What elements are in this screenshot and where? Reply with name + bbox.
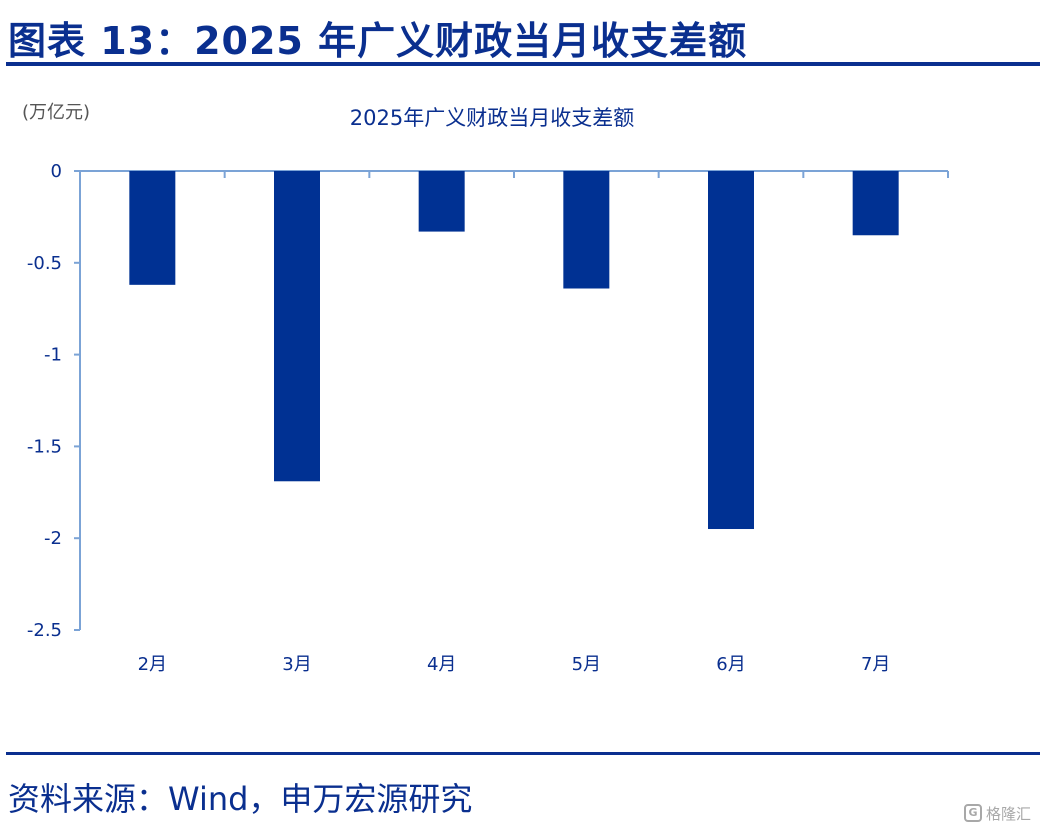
bar-chart: (万亿元) 2025年广义财政当月收支差额 0-0.5-1-1.5-2-2.5 … xyxy=(22,102,949,675)
unit-label: (万亿元) xyxy=(22,102,90,123)
y-tick-label: -2 xyxy=(44,528,62,549)
bar-1 xyxy=(129,171,176,285)
title-rule xyxy=(6,62,1040,66)
y-tick-label: -2.5 xyxy=(27,620,62,641)
source-note: 资料来源：Wind，申万宏源研究 xyxy=(8,780,473,818)
bar-6 xyxy=(852,171,899,236)
footer-rule xyxy=(6,752,1040,755)
watermark-text: 格隆汇 xyxy=(986,804,1032,823)
figure-title: 图表 13：2025 年广义财政当月收支差额 xyxy=(8,19,748,63)
y-tick-label: 0 xyxy=(51,161,62,182)
chart-title: 2025年广义财政当月收支差额 xyxy=(350,106,634,130)
x-category-label: 4月 xyxy=(427,654,456,675)
y-tick-label: -0.5 xyxy=(27,253,62,274)
x-category-label: 6月 xyxy=(716,654,745,675)
x-category-label: 2月 xyxy=(138,654,167,675)
watermark: G 格隆汇 xyxy=(964,800,1050,826)
x-category-label: 7月 xyxy=(861,654,890,675)
y-tick-label: -1.5 xyxy=(27,436,62,457)
x-category-label: 3月 xyxy=(282,654,311,675)
x-category-label: 5月 xyxy=(572,654,601,675)
bar-3 xyxy=(418,171,465,232)
watermark-logo-icon: G xyxy=(964,804,982,822)
bar-2 xyxy=(274,171,320,482)
bar-4 xyxy=(563,171,610,289)
bar-5 xyxy=(708,171,754,530)
y-tick-label: -1 xyxy=(44,345,62,366)
